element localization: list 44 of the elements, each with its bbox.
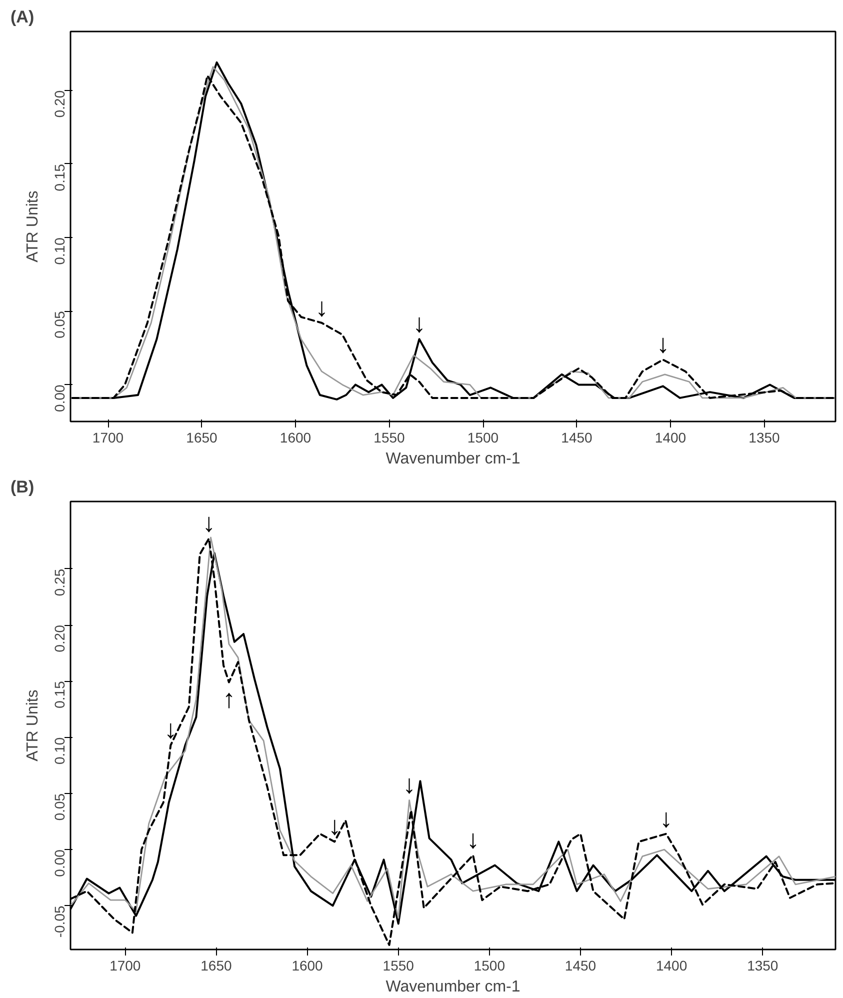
annotation: ↓: [466, 824, 480, 854]
annotation: ↓: [412, 308, 426, 338]
x-tick-label: 1600: [280, 430, 312, 446]
y-tick-label: 0.05: [52, 310, 68, 338]
x-tick-label: 1450: [564, 958, 596, 974]
y-tick-label: 0.25: [52, 568, 68, 596]
x-tick-label: 1650: [200, 958, 232, 974]
y-tick-label: 0.10: [52, 737, 68, 765]
chart-title: (A): [10, 8, 34, 26]
x-tick-label: 1500: [467, 430, 499, 446]
x-tick-label: 1650: [186, 430, 218, 446]
x-tick-label: 1400: [656, 958, 688, 974]
y-axis-title: ATR Units: [24, 690, 42, 762]
x-tick-label: 1400: [654, 430, 686, 446]
y-tick-label: 0.05: [52, 793, 68, 821]
x-tick-label: 1700: [110, 958, 141, 974]
annotation: ↓: [328, 810, 342, 841]
y-tick-label: 0.20: [52, 624, 68, 652]
y-tick-label: 0.20: [52, 90, 68, 118]
x-tick-label: 1550: [382, 958, 414, 974]
x-tick-label: 1350: [747, 958, 778, 974]
y-tick-label: 0.15: [52, 164, 68, 192]
x-tick-label: 1700: [92, 430, 124, 446]
annotation: ↓: [315, 292, 328, 322]
x-axis-title: Wavenumber cm-1: [386, 450, 520, 468]
y-tick-label: 0.10: [52, 237, 68, 265]
x-tick-label: 1600: [292, 958, 324, 974]
x-tick-label: 1500: [474, 958, 506, 974]
x-tick-label: 1450: [561, 430, 593, 446]
y-tick-label: 0.00: [52, 384, 68, 412]
annotation: ↑: [222, 683, 236, 714]
y-tick-label: 0.00: [52, 849, 68, 877]
y-tick-label: 0.15: [52, 680, 68, 708]
x-tick-label: 1550: [374, 430, 406, 446]
annotation: ↓: [202, 508, 216, 538]
annotation: ↓: [656, 328, 670, 359]
annotation: ↓: [402, 769, 416, 800]
annotation: ↓: [660, 802, 673, 833]
annotation: ↓: [164, 714, 178, 744]
chart-title: (B): [10, 478, 34, 496]
y-axis-title: ATR Units: [24, 190, 42, 262]
x-tick-label: 1350: [748, 430, 780, 446]
x-axis-title: Wavenumber cm-1: [386, 978, 520, 996]
y-tick-label: -0.05: [52, 905, 68, 938]
